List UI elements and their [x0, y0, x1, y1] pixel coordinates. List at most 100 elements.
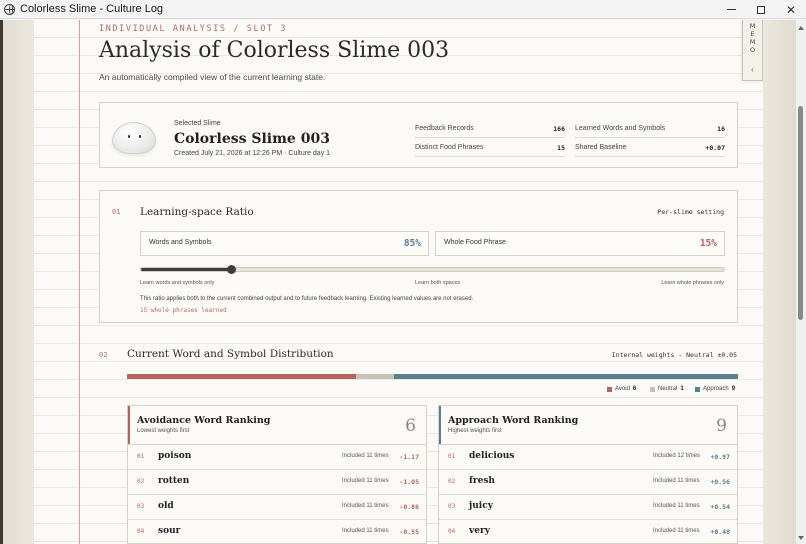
rank-included: Included 11 times [653, 503, 700, 509]
rank-number: 02 [448, 478, 456, 485]
ratio-note: This ratio applies both to the current c… [140, 296, 474, 302]
slime-avatar [112, 118, 156, 154]
section-title: Current Word and Symbol Distribution [127, 348, 334, 360]
profile-card: Selected Slime Colorless Slime 003 Creat… [99, 102, 738, 168]
distribution-bar [127, 374, 738, 379]
table-row[interactable]: 01 poison Included 11 times -1.17 [128, 445, 426, 470]
ranking-count: 6 [405, 416, 416, 436]
approach-ranking-card: Approach Word Ranking Highest weights fi… [438, 405, 738, 544]
rank-weight: +0.97 [710, 453, 730, 461]
ranking-divider [439, 444, 737, 445]
stat-shared-baseline: Shared Baseline +0.07 [575, 139, 725, 157]
legend-count: 1 [680, 386, 684, 392]
rank-word: delicious [469, 451, 515, 461]
legend-label: Approach [703, 386, 729, 392]
rank-number: 03 [137, 503, 145, 510]
rank-word: very [469, 526, 490, 536]
stat-label: Distinct Food Phrases [415, 144, 484, 151]
table-row[interactable]: 04 very Included 11 times +0.48 [439, 520, 737, 543]
close-button[interactable]: ✕ [776, 0, 806, 19]
legend-label: Neutral [658, 386, 678, 392]
stat-label: Learned Words and Symbols [575, 125, 666, 132]
maximize-button[interactable] [746, 0, 776, 19]
slime-eye-left [128, 135, 130, 138]
stat-learned-words: Learned Words and Symbols 16 [575, 120, 725, 138]
rank-word: rotten [158, 476, 190, 486]
rank-word: old [158, 501, 174, 511]
slider-mid-label: Learn both spaces [415, 280, 461, 286]
table-row[interactable]: 02 rotten Included 11 times -1.05 [128, 470, 426, 495]
scrollbar-thumb[interactable] [798, 106, 803, 320]
distribution-avoid-segment [127, 374, 357, 379]
section-number: 01 [112, 208, 121, 216]
minimize-icon [726, 9, 736, 10]
words-ratio-label: Words and Symbols [149, 239, 212, 246]
margin-line [79, 20, 80, 544]
words-ratio-box: Words and Symbols 85% [140, 231, 429, 256]
ranking-subtitle: Lowest weights first [137, 428, 190, 434]
ranking-title: Approach Word Ranking [448, 415, 579, 426]
rank-weight: +0.54 [710, 503, 730, 511]
slider-handle[interactable] [226, 265, 236, 274]
selected-label: Selected Slime [174, 120, 221, 127]
learning-space-section: 01 Learning-space Ratio Per-slime settin… [99, 190, 738, 323]
scroll-up-icon[interactable] [798, 26, 804, 30]
table-row[interactable]: 02 fresh Included 11 times +0.56 [439, 470, 737, 495]
slime-meta: Created July 21, 2026 at 12:26 PM · Cult… [174, 150, 331, 157]
ratio-slider[interactable] [140, 265, 725, 274]
stat-label: Shared Baseline [575, 144, 627, 151]
legend-label: Avoid [615, 386, 630, 392]
stat-feedback-records: Feedback Records 166 [415, 120, 565, 138]
page-title: Analysis of Colorless Slime 003 [99, 38, 450, 63]
minimize-button[interactable] [716, 0, 746, 19]
ranking-subtitle: Highest weights first [448, 428, 502, 434]
scrollbar[interactable] [796, 20, 806, 544]
table-row[interactable]: 03 juicy Included 11 times +0.54 [439, 495, 737, 520]
scroll-down-icon[interactable] [798, 536, 804, 540]
window-controls: ✕ [716, 0, 806, 19]
legend-swatch [695, 386, 700, 392]
chevron-left-icon: ‹ [751, 65, 754, 74]
legend-swatch [607, 386, 612, 392]
slider-fill [141, 268, 232, 271]
close-icon: ✕ [785, 2, 797, 17]
rank-word: sour [158, 526, 181, 536]
phrase-ratio-label: Whole Food Phrase [444, 239, 506, 246]
legend-avoid: Avoid 6 [607, 386, 636, 392]
rank-number: 02 [137, 478, 145, 485]
ranking-title: Avoidance Word Ranking [137, 415, 271, 426]
ranking-divider [128, 444, 426, 445]
distribution-approach-segment [394, 374, 738, 379]
table-row[interactable]: 01 delicious Included 12 times +0.97 [439, 445, 737, 470]
table-row[interactable]: 04 sour Included 11 times -0.55 [128, 520, 426, 543]
rank-word: juicy [469, 501, 493, 511]
ranking-count: 9 [716, 416, 727, 436]
stat-distinct-food-phrases: Distinct Food Phrases 15 [415, 139, 565, 157]
setting-label: Per-slime setting [657, 208, 724, 216]
window-titlebar: Colorless Slime - Culture Log ✕ [0, 0, 806, 19]
rank-weight: -0.55 [399, 528, 419, 536]
rank-weight: +0.48 [710, 528, 730, 536]
rank-weight: -0.86 [399, 503, 419, 511]
section-number: 02 [99, 351, 108, 359]
ranking-accent [439, 406, 441, 444]
legend-count: 6 [632, 386, 637, 392]
legend-swatch [650, 386, 655, 392]
rank-included: Included 11 times [653, 528, 700, 534]
rank-included: Included 11 times [653, 478, 700, 484]
distribution-neutral-segment [356, 374, 395, 379]
stat-label: Feedback Records [415, 125, 474, 132]
slime-name: Colorless Slime 003 [174, 131, 330, 147]
legend-count: 9 [731, 386, 736, 392]
legend-neutral: Neutral 1 [650, 386, 684, 392]
table-row[interactable]: 03 old Included 11 times -0.86 [128, 495, 426, 520]
slider-right-label: Learn whole phrases only [661, 280, 724, 286]
right-margin [763, 20, 796, 544]
section-title: Learning-space Ratio [140, 206, 254, 218]
rank-number: 04 [137, 528, 145, 535]
phrase-ratio-value: 15% [699, 238, 717, 249]
window-edge [0, 20, 3, 544]
globe-icon [4, 3, 15, 15]
